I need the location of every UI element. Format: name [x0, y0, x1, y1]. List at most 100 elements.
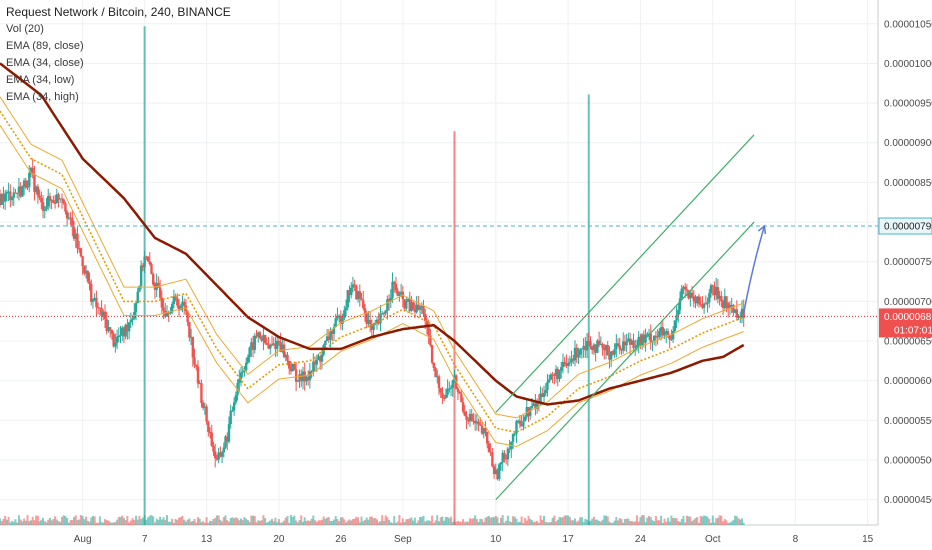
candle-body	[573, 347, 577, 361]
volume-bar	[551, 517, 554, 525]
volume-bar	[689, 516, 692, 525]
candle-body	[365, 313, 368, 324]
candle-body	[134, 303, 138, 312]
candle-body	[492, 466, 496, 475]
x-tick-label: Oct	[705, 534, 721, 545]
candle-body	[262, 334, 265, 341]
volume-bar	[36, 515, 39, 525]
volume-bar	[386, 517, 389, 525]
legend-ema89-close[interactable]: EMA (89, close)	[6, 40, 84, 52]
volume-bar	[370, 516, 373, 525]
candle-body	[386, 299, 389, 311]
legend-ema34-high[interactable]: EMA (34, high)	[6, 91, 79, 103]
volume-bar	[374, 517, 377, 525]
candle-body	[312, 361, 315, 372]
candle-body	[623, 341, 627, 346]
candle-body	[384, 310, 387, 314]
candle-body	[143, 256, 146, 268]
candle-body	[663, 334, 666, 336]
volume-bar	[544, 521, 547, 525]
volume-bar	[623, 519, 626, 525]
volume-bar	[226, 520, 229, 525]
projection-arrow-line	[742, 225, 766, 314]
volume-bar	[38, 521, 41, 525]
candle-body	[498, 464, 501, 479]
candle-body	[10, 197, 14, 201]
channel-lower-line	[495, 221, 755, 501]
volume-bar	[95, 522, 98, 525]
candle-body	[363, 308, 367, 314]
volume-bar	[331, 520, 334, 525]
volume-bar	[253, 516, 256, 525]
volume-bar	[55, 519, 58, 525]
volume-bar	[74, 515, 77, 525]
volume-bar	[417, 520, 420, 525]
volume-bar	[186, 519, 189, 525]
volume-bar	[703, 515, 706, 525]
candle-body	[584, 345, 587, 351]
volume-bar	[91, 516, 94, 525]
volume-bar	[436, 515, 439, 525]
volume-bar	[455, 521, 458, 525]
x-tick-label: Aug	[74, 534, 92, 545]
chart-title[interactable]: Request Network / Bitcoin, 240, BINANCE	[6, 5, 231, 19]
candle-body	[45, 206, 48, 210]
volume-bar	[475, 518, 478, 525]
y-tick-label: 0.00000950	[884, 99, 932, 110]
candle-body	[145, 256, 148, 258]
candle-body	[716, 287, 720, 299]
volume-bar	[93, 516, 96, 525]
candle-body	[350, 287, 353, 296]
volume-bar	[222, 517, 225, 525]
volume-bar	[508, 521, 511, 525]
candle-body	[539, 393, 542, 403]
volume-bar	[267, 521, 270, 525]
candle-body	[105, 319, 108, 332]
volume-bar	[572, 520, 575, 525]
candle-body	[243, 370, 246, 372]
candle-body	[47, 196, 50, 207]
volume-bar	[207, 522, 210, 525]
volume-bar	[498, 522, 501, 525]
volume-bar	[295, 520, 298, 525]
x-tick-label: 8	[793, 534, 799, 545]
volume-bar	[227, 521, 230, 525]
candle-body	[205, 406, 208, 422]
candle-body	[670, 338, 673, 340]
legend-vol[interactable]: Vol (20)	[6, 23, 44, 35]
candle-body	[682, 286, 685, 289]
candle-body	[480, 425, 484, 434]
x-tick-label: 13	[201, 534, 213, 545]
volume-bar	[715, 518, 718, 525]
volume-bar	[117, 516, 120, 525]
candle-body	[215, 458, 219, 460]
candle-body	[300, 374, 303, 382]
volume-bar	[47, 519, 50, 525]
volume-bar	[23, 518, 26, 525]
legend-ema34-low[interactable]: EMA (34, low)	[6, 74, 75, 86]
candle-body	[565, 363, 568, 366]
volume-bar	[532, 522, 535, 525]
candle-body	[306, 376, 310, 381]
volume-bar	[133, 519, 136, 525]
candle-body	[17, 186, 21, 193]
volume-bar	[610, 522, 613, 525]
candle-body	[351, 284, 355, 288]
candle-body	[38, 195, 41, 198]
volume-bar	[506, 515, 509, 525]
volume-bar	[384, 515, 387, 525]
volume-bar	[116, 519, 119, 525]
volume-bar	[570, 520, 573, 525]
volume-bar	[446, 517, 449, 525]
candle-body	[434, 368, 437, 378]
candle-body	[727, 303, 730, 309]
candle-body	[193, 357, 196, 365]
volume-bar	[622, 522, 625, 525]
candle-body	[561, 361, 565, 368]
volume-bar	[140, 519, 143, 525]
volume-bar	[722, 521, 725, 525]
volume-bar	[648, 515, 651, 525]
legend-ema34-close[interactable]: EMA (34, close)	[6, 57, 84, 69]
volume-bar	[680, 519, 683, 525]
